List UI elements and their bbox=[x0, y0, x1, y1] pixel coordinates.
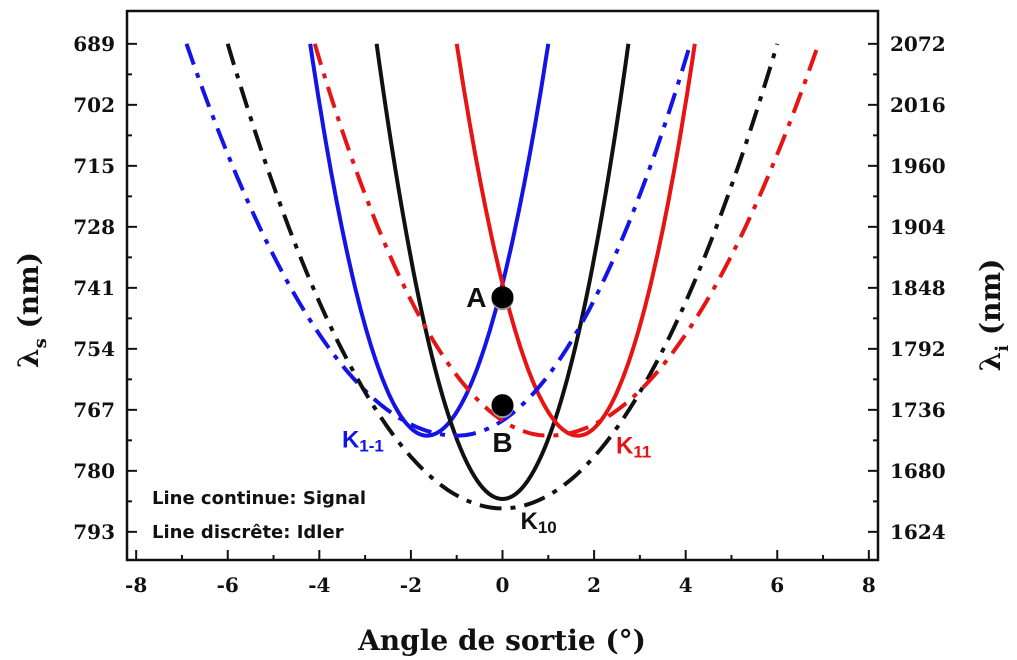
y-left-tick-label: 754 bbox=[73, 337, 115, 361]
series-line-k10-idler bbox=[225, 43, 780, 511]
y-right-tick-label: 1960 bbox=[890, 154, 946, 178]
point-label-b: B bbox=[492, 427, 512, 458]
y-left-tick-label: 767 bbox=[73, 398, 115, 422]
series-line-k11-idler bbox=[312, 43, 821, 438]
series-line-k11 bbox=[454, 43, 697, 438]
y-left-tick-label: 689 bbox=[73, 32, 115, 56]
curve-label-subscript: 1-1 bbox=[359, 437, 384, 456]
x-axis-title: Angle de sortie (°) bbox=[357, 624, 646, 657]
y-right-axis-unit: (nm) bbox=[974, 259, 1007, 345]
y-right-tick-label: 1792 bbox=[890, 337, 946, 361]
y-left-axis-subscript: s bbox=[30, 338, 51, 348]
curve-label-main: K bbox=[521, 508, 539, 535]
point-label-a: A bbox=[466, 282, 486, 313]
y-right-tick-label: 1904 bbox=[890, 215, 946, 239]
y-left-axis-title: λs (nm) bbox=[12, 252, 51, 368]
curve-label-k10: K10 bbox=[521, 508, 557, 537]
curve-label-k11: K11 bbox=[616, 433, 651, 462]
x-tick-label: -2 bbox=[400, 573, 422, 597]
y-right-tick-label: 2016 bbox=[890, 93, 946, 117]
y-right-tick-label: 1624 bbox=[890, 520, 946, 544]
y-left-axis-symbol: λ bbox=[12, 348, 45, 368]
y-left-tick-label: 741 bbox=[73, 276, 115, 300]
y-right-axis-subscript: i bbox=[992, 345, 1013, 352]
x-tick-label: 2 bbox=[587, 573, 601, 597]
curve-label-subscript: 10 bbox=[538, 518, 557, 537]
x-tick-label: -4 bbox=[308, 573, 330, 597]
x-tick-label: 4 bbox=[679, 573, 693, 597]
series-line-k10 bbox=[374, 43, 631, 502]
series-line-k1-1-idler bbox=[184, 43, 693, 438]
x-tick-label: -8 bbox=[125, 573, 147, 597]
curve-label-main: K bbox=[616, 433, 634, 460]
y-right-tick-label: 2072 bbox=[890, 32, 946, 56]
series-line-k1-1 bbox=[308, 43, 551, 438]
y-left-tick-label: 702 bbox=[73, 93, 115, 117]
y-right-axis-title: λi (nm) bbox=[974, 259, 1013, 372]
curve-label-main: K bbox=[342, 427, 360, 454]
curve-label-k1-1: K1-1 bbox=[342, 427, 384, 456]
point-marker-a bbox=[491, 286, 514, 309]
y-left-tick-label: 715 bbox=[73, 154, 115, 178]
y-left-tick-label: 728 bbox=[73, 215, 115, 239]
x-tick-label: 8 bbox=[862, 573, 876, 597]
y-right-tick-label: 1736 bbox=[890, 398, 946, 422]
x-tick-label: 6 bbox=[770, 573, 784, 597]
y-right-tick-label: 1680 bbox=[890, 459, 946, 483]
y-left-tick-label: 780 bbox=[73, 459, 115, 483]
points-layer: AB bbox=[466, 282, 514, 458]
legend-signal-text: Line continue: Signal bbox=[152, 488, 366, 509]
y-right-tick-label: 1848 bbox=[890, 276, 946, 300]
y-left-tick-label: 793 bbox=[73, 520, 115, 544]
x-tick-label: 0 bbox=[496, 573, 510, 597]
y-left-axis-unit: (nm) bbox=[12, 252, 45, 338]
x-tick-label: -6 bbox=[217, 573, 239, 597]
y-right-axis-symbol: λ bbox=[974, 352, 1007, 372]
curve-label-subscript: 11 bbox=[633, 443, 651, 462]
legend-idler-text: Line discrête: Idler bbox=[152, 522, 344, 543]
point-marker-b bbox=[491, 394, 514, 417]
ticks-layer: -8 -6 -4 -2 0 2 4 6 8 689 2072 702 2016 715 1960 728 190… bbox=[73, 32, 945, 597]
